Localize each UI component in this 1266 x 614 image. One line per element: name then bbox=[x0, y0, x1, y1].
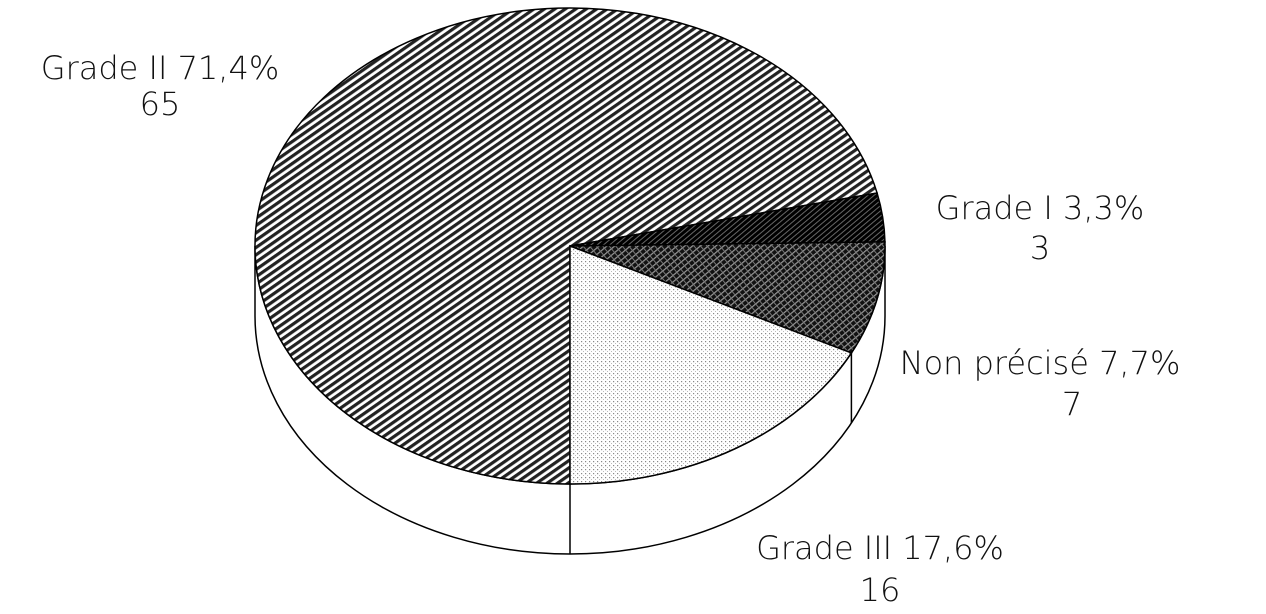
category-name: Grade III bbox=[756, 529, 892, 567]
category-name: Grade II bbox=[41, 49, 168, 87]
pie-slice bbox=[569, 244, 853, 485]
category-name: Non précisé bbox=[900, 344, 1089, 382]
percent-label: 71,4% bbox=[178, 49, 280, 87]
percent-label: 17,6% bbox=[902, 529, 1004, 567]
count-label: 3 bbox=[1030, 229, 1050, 267]
slice-label: Non précisé 7,7% bbox=[900, 344, 1181, 382]
count-label: 7 bbox=[1062, 385, 1082, 423]
count-label: 16 bbox=[860, 571, 901, 609]
pie-slice bbox=[569, 241, 886, 354]
slice-label: Grade III 17,6% bbox=[756, 529, 1004, 567]
slice-label: Grade II 71,4% bbox=[41, 49, 279, 87]
pie-top bbox=[254, 7, 886, 485]
slice-label: Grade I 3,3% bbox=[936, 189, 1145, 227]
count-label: 65 bbox=[140, 85, 181, 123]
category-name: Grade I bbox=[936, 189, 1053, 227]
percent-label: 3,3% bbox=[1063, 189, 1144, 227]
pie-slice bbox=[254, 7, 879, 485]
percent-label: 7,7% bbox=[1099, 344, 1180, 382]
